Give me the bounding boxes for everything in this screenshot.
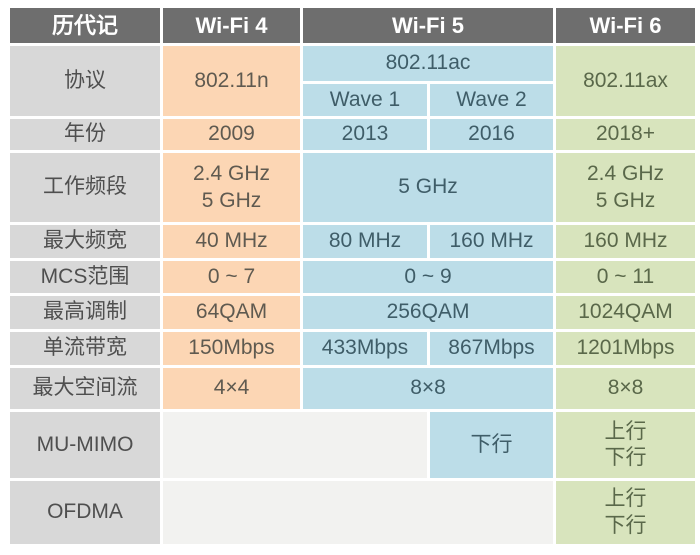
label-bands: 工作频段	[10, 153, 160, 222]
cell-max-modulation-wifi6: 1024QAM	[556, 296, 695, 329]
cell-ofdma-wifi6: 上行 下行	[556, 481, 695, 544]
cell-mu-mimo-blank	[163, 412, 427, 478]
cell-max-modulation-wifi4: 64QAM	[163, 296, 300, 329]
cell-max-spatial-streams-wifi6: 8×8	[556, 368, 695, 409]
cell-mcs-range-wifi5: 0 ~ 9	[303, 261, 553, 293]
cell-mu-mimo-wifi6: 上行 下行	[556, 412, 695, 478]
cell-bands-wifi5: 5 GHz	[303, 153, 553, 222]
cell-year-wave1: 2013	[303, 119, 427, 150]
label-year: 年份	[10, 119, 160, 150]
cell-single-stream-rate-wave1: 433Mbps	[303, 332, 427, 365]
wifi-comparison-table: 历代记 Wi-Fi 4 Wi-Fi 5 Wi-Fi 6 协议 802.11n 802.11a…	[10, 8, 695, 544]
cell-mu-mimo-wave2: 下行	[430, 412, 553, 478]
cell-mcs-range-wifi6: 0 ~ 11	[556, 261, 695, 293]
label-protocol: 协议	[10, 46, 160, 116]
cell-protocol-wifi5-wave1: Wave 1	[303, 84, 427, 116]
header-generation: 历代记	[10, 8, 160, 43]
cell-year-wave2: 2016	[430, 119, 553, 150]
label-single-stream-rate: 单流带宽	[10, 332, 160, 365]
cell-mcs-range-wifi4: 0 ~ 7	[163, 261, 300, 293]
cell-max-bandwidth-wifi6: 160 MHz	[556, 225, 695, 258]
cell-max-spatial-streams-wifi4: 4×4	[163, 368, 300, 409]
cell-bands-wifi6: 2.4 GHz 5 GHz	[556, 153, 695, 222]
label-max-spatial-streams: 最大空间流	[10, 368, 160, 409]
header-wifi6: Wi-Fi 6	[556, 8, 695, 43]
cell-year-wifi4: 2009	[163, 119, 300, 150]
cell-single-stream-rate-wifi4: 150Mbps	[163, 332, 300, 365]
cell-max-bandwidth-wifi4: 40 MHz	[163, 225, 300, 258]
cell-single-stream-rate-wifi6: 1201Mbps	[556, 332, 695, 365]
label-mcs-range: MCS范围	[10, 261, 160, 293]
label-max-modulation: 最高调制	[10, 296, 160, 329]
cell-protocol-wifi5-wave2: Wave 2	[430, 84, 553, 116]
header-wifi5: Wi-Fi 5	[303, 8, 553, 43]
header-wifi4: Wi-Fi 4	[163, 8, 300, 43]
cell-protocol-wifi5-80211ac: 802.11ac	[303, 46, 553, 81]
cell-max-bandwidth-wave2: 160 MHz	[430, 225, 553, 258]
label-mu-mimo: MU-MIMO	[10, 412, 160, 478]
cell-protocol-wifi6: 802.11ax	[556, 46, 695, 116]
cell-protocol-wifi4: 802.11n	[163, 46, 300, 116]
cell-single-stream-rate-wave2: 867Mbps	[430, 332, 553, 365]
cell-ofdma-blank	[163, 481, 553, 544]
label-max-bandwidth: 最大频宽	[10, 225, 160, 258]
label-ofdma: OFDMA	[10, 481, 160, 544]
cell-max-spatial-streams-wifi5: 8×8	[303, 368, 553, 409]
cell-bands-wifi4: 2.4 GHz 5 GHz	[163, 153, 300, 222]
cell-max-modulation-wifi5: 256QAM	[303, 296, 553, 329]
cell-max-bandwidth-wave1: 80 MHz	[303, 225, 427, 258]
cell-year-wifi6: 2018+	[556, 119, 695, 150]
